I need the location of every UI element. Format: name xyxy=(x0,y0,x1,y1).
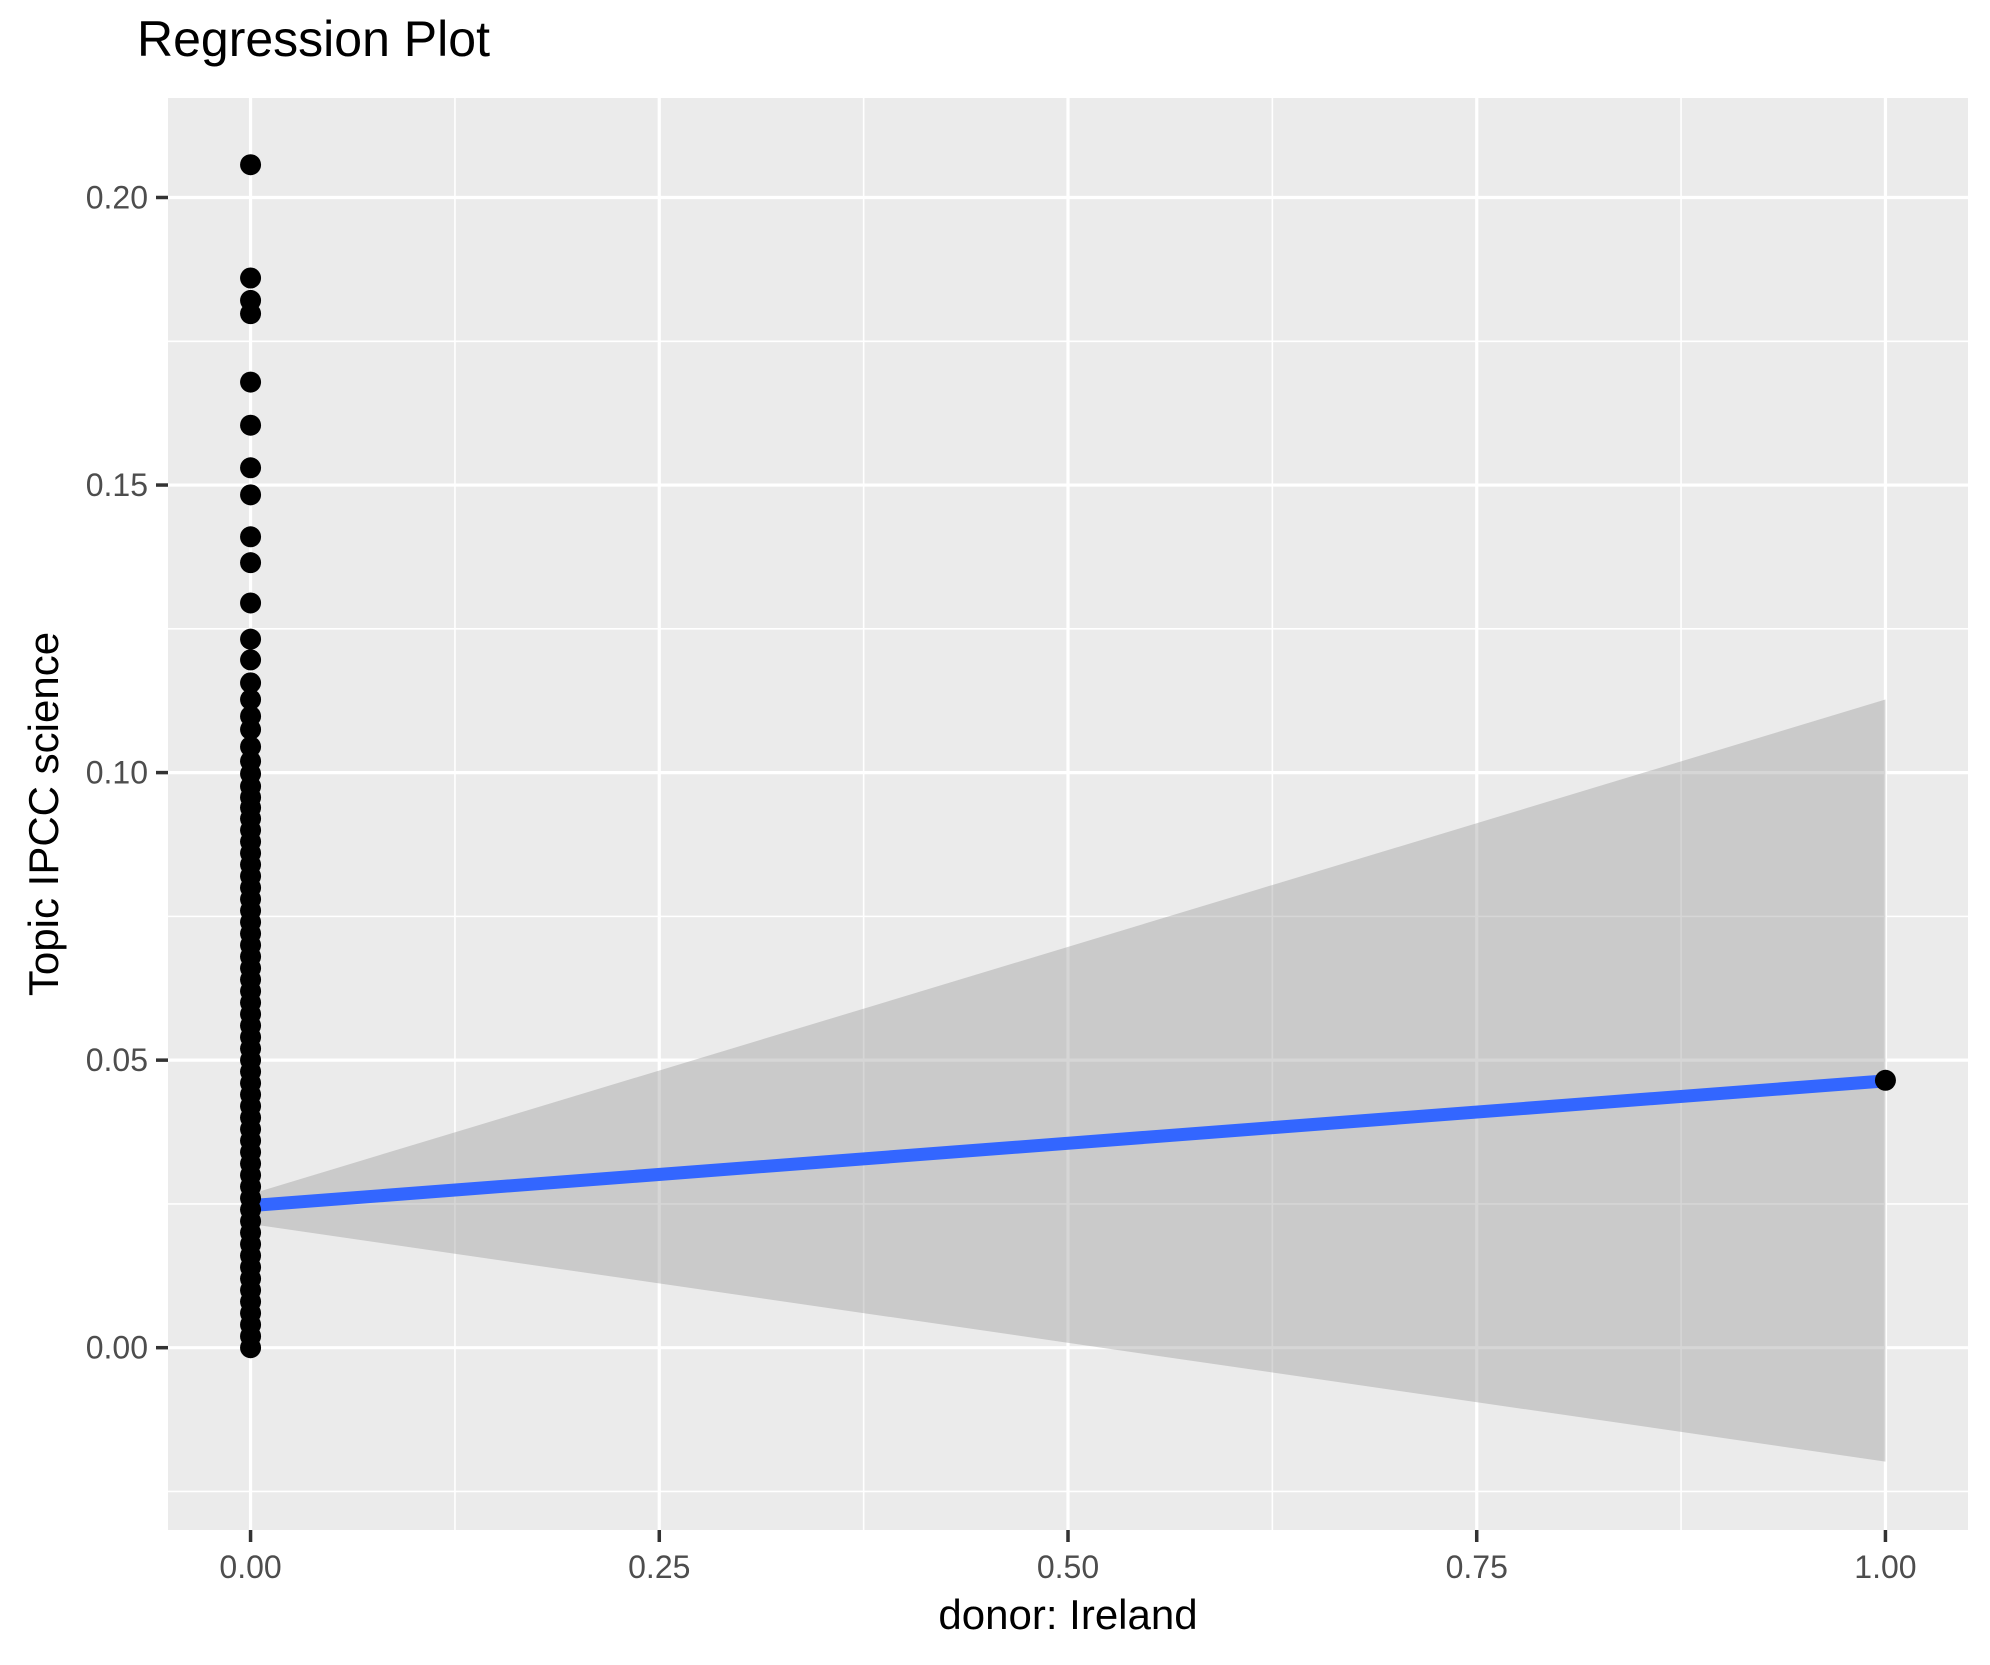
plot-title: Regression Plot xyxy=(137,11,490,67)
data-points xyxy=(240,154,1896,1359)
data-point xyxy=(240,628,262,650)
data-point xyxy=(240,484,262,506)
x-tick-label: 0.00 xyxy=(219,1549,281,1585)
data-point xyxy=(240,592,262,614)
data-point xyxy=(240,154,262,176)
data-point xyxy=(240,736,262,758)
data-point xyxy=(240,672,262,694)
x-tick-label: 0.25 xyxy=(628,1549,690,1585)
x-tick-label: 0.50 xyxy=(1037,1549,1099,1585)
data-point xyxy=(240,718,262,740)
data-point xyxy=(240,371,262,393)
data-point xyxy=(240,649,262,671)
y-axis-title: Topic IPCC science xyxy=(20,631,67,997)
data-point xyxy=(240,689,262,711)
regression-line xyxy=(250,1074,1886,1213)
data-point xyxy=(240,457,262,479)
data-point xyxy=(240,526,262,548)
data-point xyxy=(240,267,262,289)
confidence-band xyxy=(250,699,1886,1462)
y-tick-label: 0.15 xyxy=(86,467,148,503)
x-tick-label: 0.75 xyxy=(1446,1549,1508,1585)
x-tick-label: 1.00 xyxy=(1854,1549,1916,1585)
y-tick-label: 0.05 xyxy=(86,1042,148,1078)
data-point xyxy=(240,414,262,436)
data-point xyxy=(1874,1069,1896,1091)
data-point xyxy=(240,1337,262,1359)
y-tick-label: 0.20 xyxy=(86,179,148,215)
y-tick-label: 0.00 xyxy=(86,1330,148,1366)
data-point xyxy=(240,303,262,325)
data-point xyxy=(240,552,262,574)
x-axis-title: donor: Ireland xyxy=(938,1591,1198,1638)
y-tick-label: 0.10 xyxy=(86,755,148,791)
